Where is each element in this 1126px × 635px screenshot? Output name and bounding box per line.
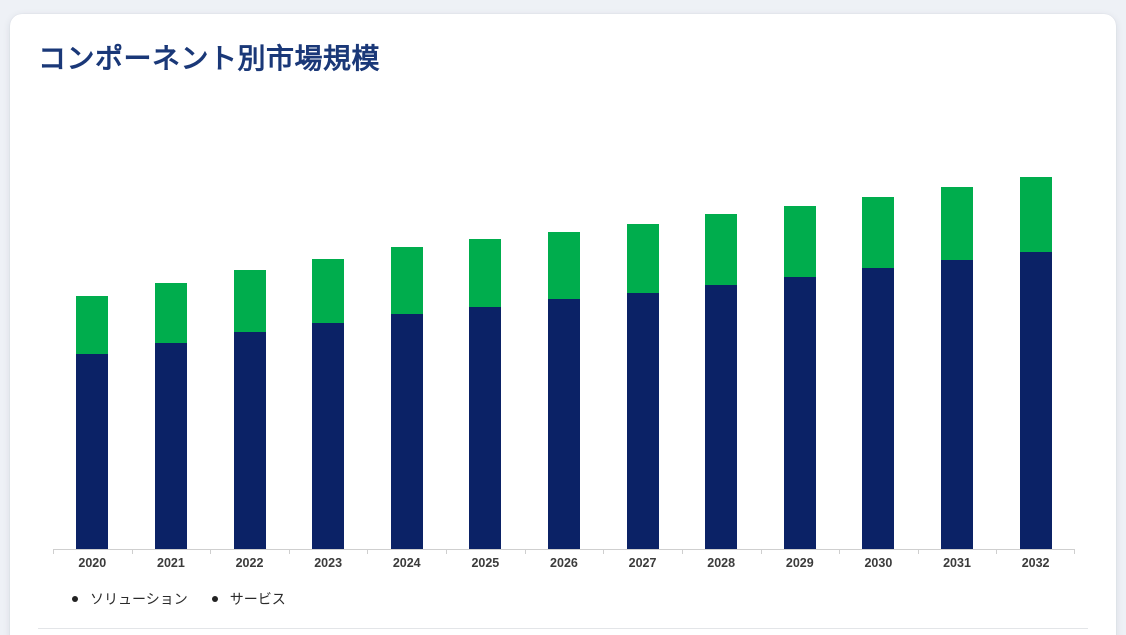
- x-axis-tick: [1074, 549, 1075, 554]
- bar-segment-solution: [469, 307, 502, 549]
- x-axis-label: 2022: [235, 556, 264, 570]
- x-axis-tick: [53, 549, 54, 554]
- legend-item-solution: ソリューション: [72, 589, 188, 609]
- bar-segment-service: [705, 214, 738, 285]
- bar-segment-solution: [626, 293, 659, 549]
- x-axis-label: 2026: [550, 556, 578, 570]
- stacked-bar-2023: [312, 259, 345, 549]
- x-axis-label: 2030: [864, 556, 893, 570]
- plot-area: [53, 144, 1075, 554]
- x-axis-label: 2021: [157, 556, 185, 570]
- bar-segment-service: [390, 247, 423, 314]
- bar-segment-solution: [233, 332, 266, 549]
- x-axis-label: 2031: [943, 556, 971, 570]
- x-axis-label: 2032: [1021, 556, 1050, 570]
- bar-segment-service: [941, 187, 973, 260]
- x-axis-label: 2029: [785, 556, 814, 570]
- bar-segment-solution: [941, 260, 973, 549]
- bar-segment-service: [312, 259, 345, 323]
- chart-legend: ソリューション サービス: [72, 589, 1088, 609]
- bar-segment-solution: [312, 323, 345, 549]
- x-axis-tick: [524, 549, 526, 554]
- x-axis-tick: [681, 549, 683, 554]
- bar-segment-service: [626, 224, 659, 293]
- bar-segment-service: [469, 239, 502, 307]
- x-axis-label: 2023: [314, 556, 343, 570]
- bar-segment-solution: [783, 277, 816, 549]
- x-axis-label: 2025: [471, 556, 500, 570]
- chart-card: コンポーネント別市場規模 2020 2021 2022 2023 2024 2025 202…: [10, 14, 1116, 635]
- bar-group: [996, 144, 1075, 549]
- bar-group: [289, 144, 368, 549]
- stacked-bar-2024: [390, 247, 423, 549]
- bar-segment-service: [233, 270, 266, 332]
- bar-group: [446, 144, 525, 549]
- x-axis-tick: [917, 549, 919, 554]
- bar-group: [760, 144, 839, 549]
- stacked-bar-2020: [76, 296, 109, 549]
- x-axis-tick: [996, 549, 998, 554]
- stacked-bar-chart: 2020 2021 2022 2023 2024 2025 2026 2027 2028 2029…: [53, 144, 1075, 570]
- legend-bullet-icon: [211, 596, 218, 602]
- stacked-bar-2029: [783, 206, 816, 549]
- x-axis-label: 2024: [392, 556, 421, 570]
- x-axis-tick: [288, 549, 290, 554]
- stacked-bar-2022: [233, 270, 266, 549]
- stacked-bar-2027: [626, 224, 659, 549]
- chart-title: コンポーネント別市場規模: [38, 43, 381, 74]
- x-axis-tick: [210, 549, 212, 554]
- bottom-divider: [38, 628, 1088, 629]
- bar-segment-service: [154, 283, 187, 343]
- x-axis-tick: [603, 549, 605, 554]
- x-axis-tick: [367, 549, 369, 554]
- stacked-bar-2021: [154, 283, 187, 549]
- x-axis-label: 2028: [707, 556, 736, 570]
- bar-group: [603, 144, 682, 549]
- bar-group: [525, 144, 604, 549]
- bar-segment-solution: [705, 285, 738, 549]
- bar-group: [53, 144, 132, 549]
- bar-segment-service: [547, 232, 580, 299]
- bar-group: [367, 144, 446, 549]
- bar-segment-solution: [862, 268, 895, 549]
- x-axis-tick: [760, 549, 762, 554]
- bar-segment-service: [783, 206, 816, 277]
- bar-segment-solution: [76, 354, 109, 549]
- x-axis-label: 2020: [78, 556, 107, 570]
- bar-segment-service: [862, 197, 895, 268]
- x-axis-label: 2027: [628, 556, 657, 570]
- legend-label-service: サービス: [229, 591, 286, 607]
- x-axis-tick: [446, 549, 448, 554]
- x-axis-labels: 2020 2021 2022 2023 2024 2025 2026 2027 2028 2029…: [53, 556, 1075, 570]
- stacked-bar-2026: [547, 232, 580, 549]
- bar-group: [918, 144, 997, 549]
- bar-segment-solution: [1019, 252, 1052, 549]
- bar-segment-solution: [154, 343, 187, 549]
- legend-bullet-icon: [72, 596, 78, 602]
- stacked-bar-2032: [1019, 177, 1052, 549]
- bar-segment-solution: [547, 299, 580, 549]
- stacked-bar-2030: [862, 197, 895, 549]
- stacked-bar-2025: [469, 239, 502, 549]
- bar-group: [682, 144, 761, 549]
- x-axis-tick: [131, 549, 133, 554]
- bar-group: [132, 144, 211, 549]
- stacked-bar-2028: [705, 214, 738, 549]
- stacked-bar-2031: [941, 187, 973, 549]
- x-axis-tick: [839, 549, 841, 554]
- legend-label-solution: ソリューション: [90, 591, 188, 607]
- bar-segment-solution: [390, 314, 423, 549]
- bar-group: [210, 144, 289, 549]
- legend-item-service: サービス: [211, 589, 286, 609]
- bar-segment-service: [76, 296, 109, 354]
- bar-segment-service: [1019, 177, 1052, 252]
- bar-group: [839, 144, 918, 549]
